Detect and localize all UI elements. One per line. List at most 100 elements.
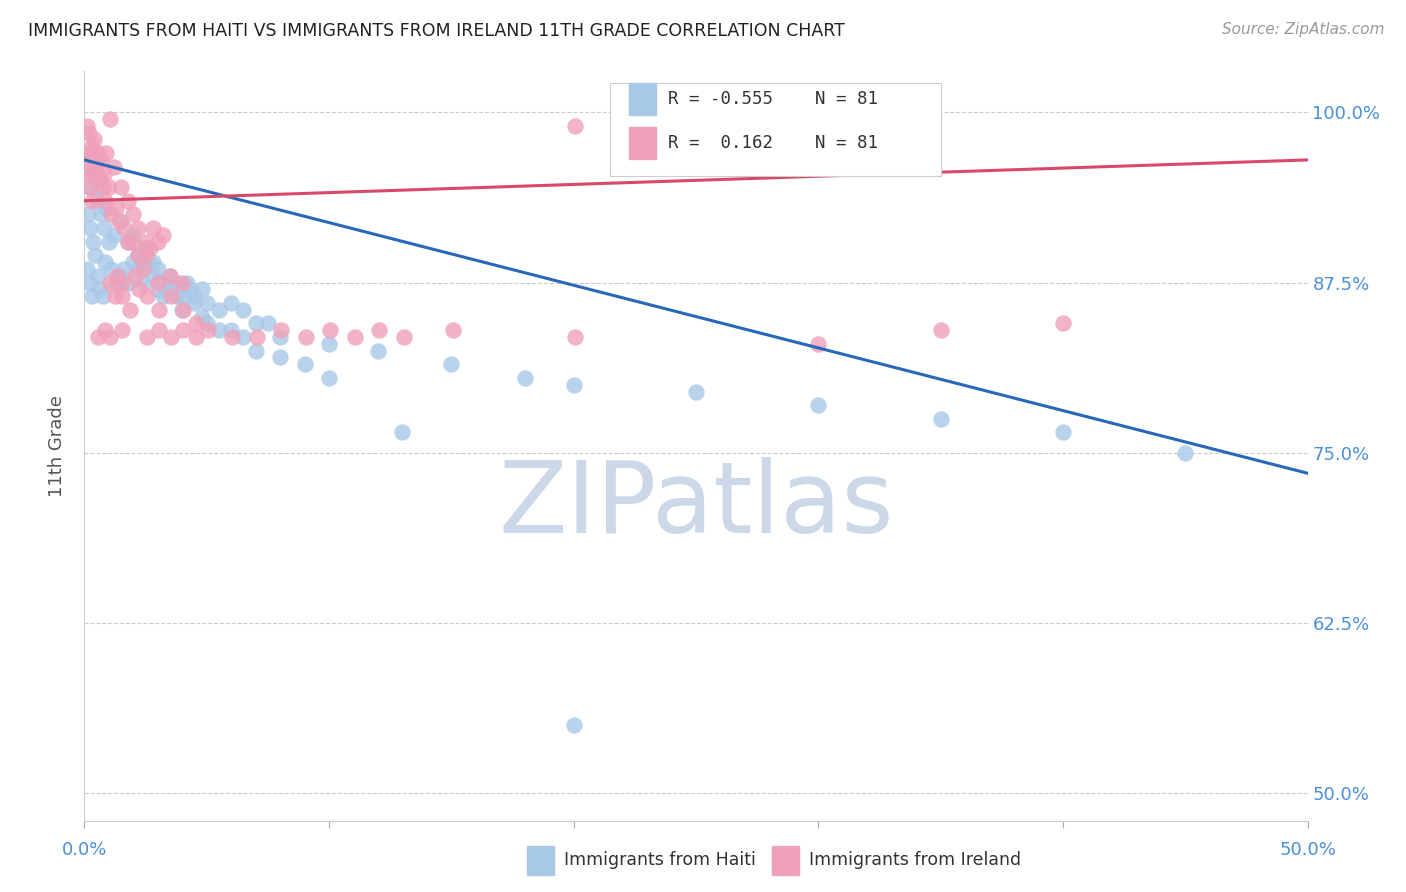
Point	[110, 180, 132, 194]
Point	[87, 268, 110, 283]
Point	[76, 261, 98, 276]
Point	[343, 330, 366, 344]
Point	[513, 371, 536, 385]
Point	[183, 296, 205, 310]
Point	[219, 296, 242, 310]
Point	[270, 323, 292, 337]
Point	[208, 302, 231, 317]
FancyBboxPatch shape	[772, 847, 799, 874]
Point	[77, 153, 100, 167]
Text: R = -0.555    N = 81: R = -0.555 N = 81	[668, 90, 877, 108]
Point	[84, 160, 107, 174]
Point	[89, 282, 111, 296]
Point	[148, 323, 170, 337]
Point	[111, 323, 134, 337]
Text: ZIPatlas: ZIPatlas	[498, 458, 894, 555]
Point	[245, 317, 267, 331]
Point	[98, 276, 121, 290]
Point	[564, 119, 586, 133]
Point	[112, 221, 135, 235]
Point	[562, 377, 585, 392]
Point	[172, 289, 194, 303]
Point	[807, 336, 830, 351]
Point	[160, 289, 183, 303]
Point	[257, 317, 280, 331]
Point	[98, 330, 121, 344]
Point	[118, 302, 141, 317]
Point	[440, 357, 463, 371]
Point	[368, 323, 391, 337]
Point	[124, 268, 146, 283]
Point	[76, 119, 98, 133]
Point	[135, 330, 157, 344]
Text: Immigrants from Haiti: Immigrants from Haiti	[564, 851, 756, 870]
Point	[107, 214, 129, 228]
Point	[367, 343, 389, 358]
Text: R =  0.162    N = 81: R = 0.162 N = 81	[668, 134, 877, 152]
FancyBboxPatch shape	[628, 83, 655, 115]
Point	[135, 235, 157, 249]
Point	[1052, 425, 1074, 440]
Point	[86, 194, 108, 208]
Point	[122, 207, 145, 221]
Point	[191, 310, 214, 324]
Point	[111, 289, 134, 303]
Point	[219, 323, 242, 337]
Point	[564, 330, 586, 344]
Point	[221, 330, 243, 344]
Point	[80, 139, 103, 153]
Point	[172, 302, 194, 317]
Point	[142, 255, 165, 269]
Point	[77, 126, 100, 140]
FancyBboxPatch shape	[527, 847, 554, 874]
Point	[179, 282, 201, 296]
Point	[76, 167, 98, 181]
Point	[132, 276, 155, 290]
Text: 0.0%: 0.0%	[62, 841, 107, 859]
Point	[89, 173, 111, 187]
Point	[159, 268, 181, 283]
Point	[142, 268, 165, 283]
Point	[117, 276, 139, 290]
Point	[146, 235, 169, 249]
Point	[184, 317, 207, 331]
Text: 50.0%: 50.0%	[1279, 841, 1336, 859]
Point	[195, 296, 218, 310]
Point	[87, 146, 110, 161]
Point	[929, 411, 952, 425]
Point	[139, 242, 162, 256]
Point	[122, 255, 145, 269]
Point	[77, 180, 100, 194]
Point	[83, 167, 105, 181]
Point	[294, 330, 316, 344]
Point	[1174, 446, 1197, 460]
Point	[132, 261, 155, 276]
Point	[91, 180, 114, 194]
Point	[90, 153, 112, 167]
Point	[160, 330, 183, 344]
Point	[77, 207, 100, 221]
Point	[441, 323, 464, 337]
Point	[94, 255, 117, 269]
Point	[103, 227, 125, 242]
Point	[112, 261, 135, 276]
Text: Immigrants from Ireland: Immigrants from Ireland	[808, 851, 1021, 870]
Point	[172, 276, 194, 290]
Point	[79, 221, 101, 235]
Point	[117, 194, 139, 208]
Point	[105, 276, 128, 290]
Point	[80, 146, 103, 161]
Point	[79, 276, 101, 290]
Point	[152, 289, 174, 303]
Point	[122, 227, 145, 242]
Point	[562, 718, 585, 732]
Point	[82, 235, 104, 249]
Point	[148, 302, 170, 317]
Point	[79, 180, 101, 194]
Point	[96, 146, 118, 161]
Point	[97, 180, 120, 194]
Point	[159, 282, 181, 296]
Point	[86, 153, 108, 167]
Point	[191, 282, 214, 296]
Point	[97, 235, 120, 249]
